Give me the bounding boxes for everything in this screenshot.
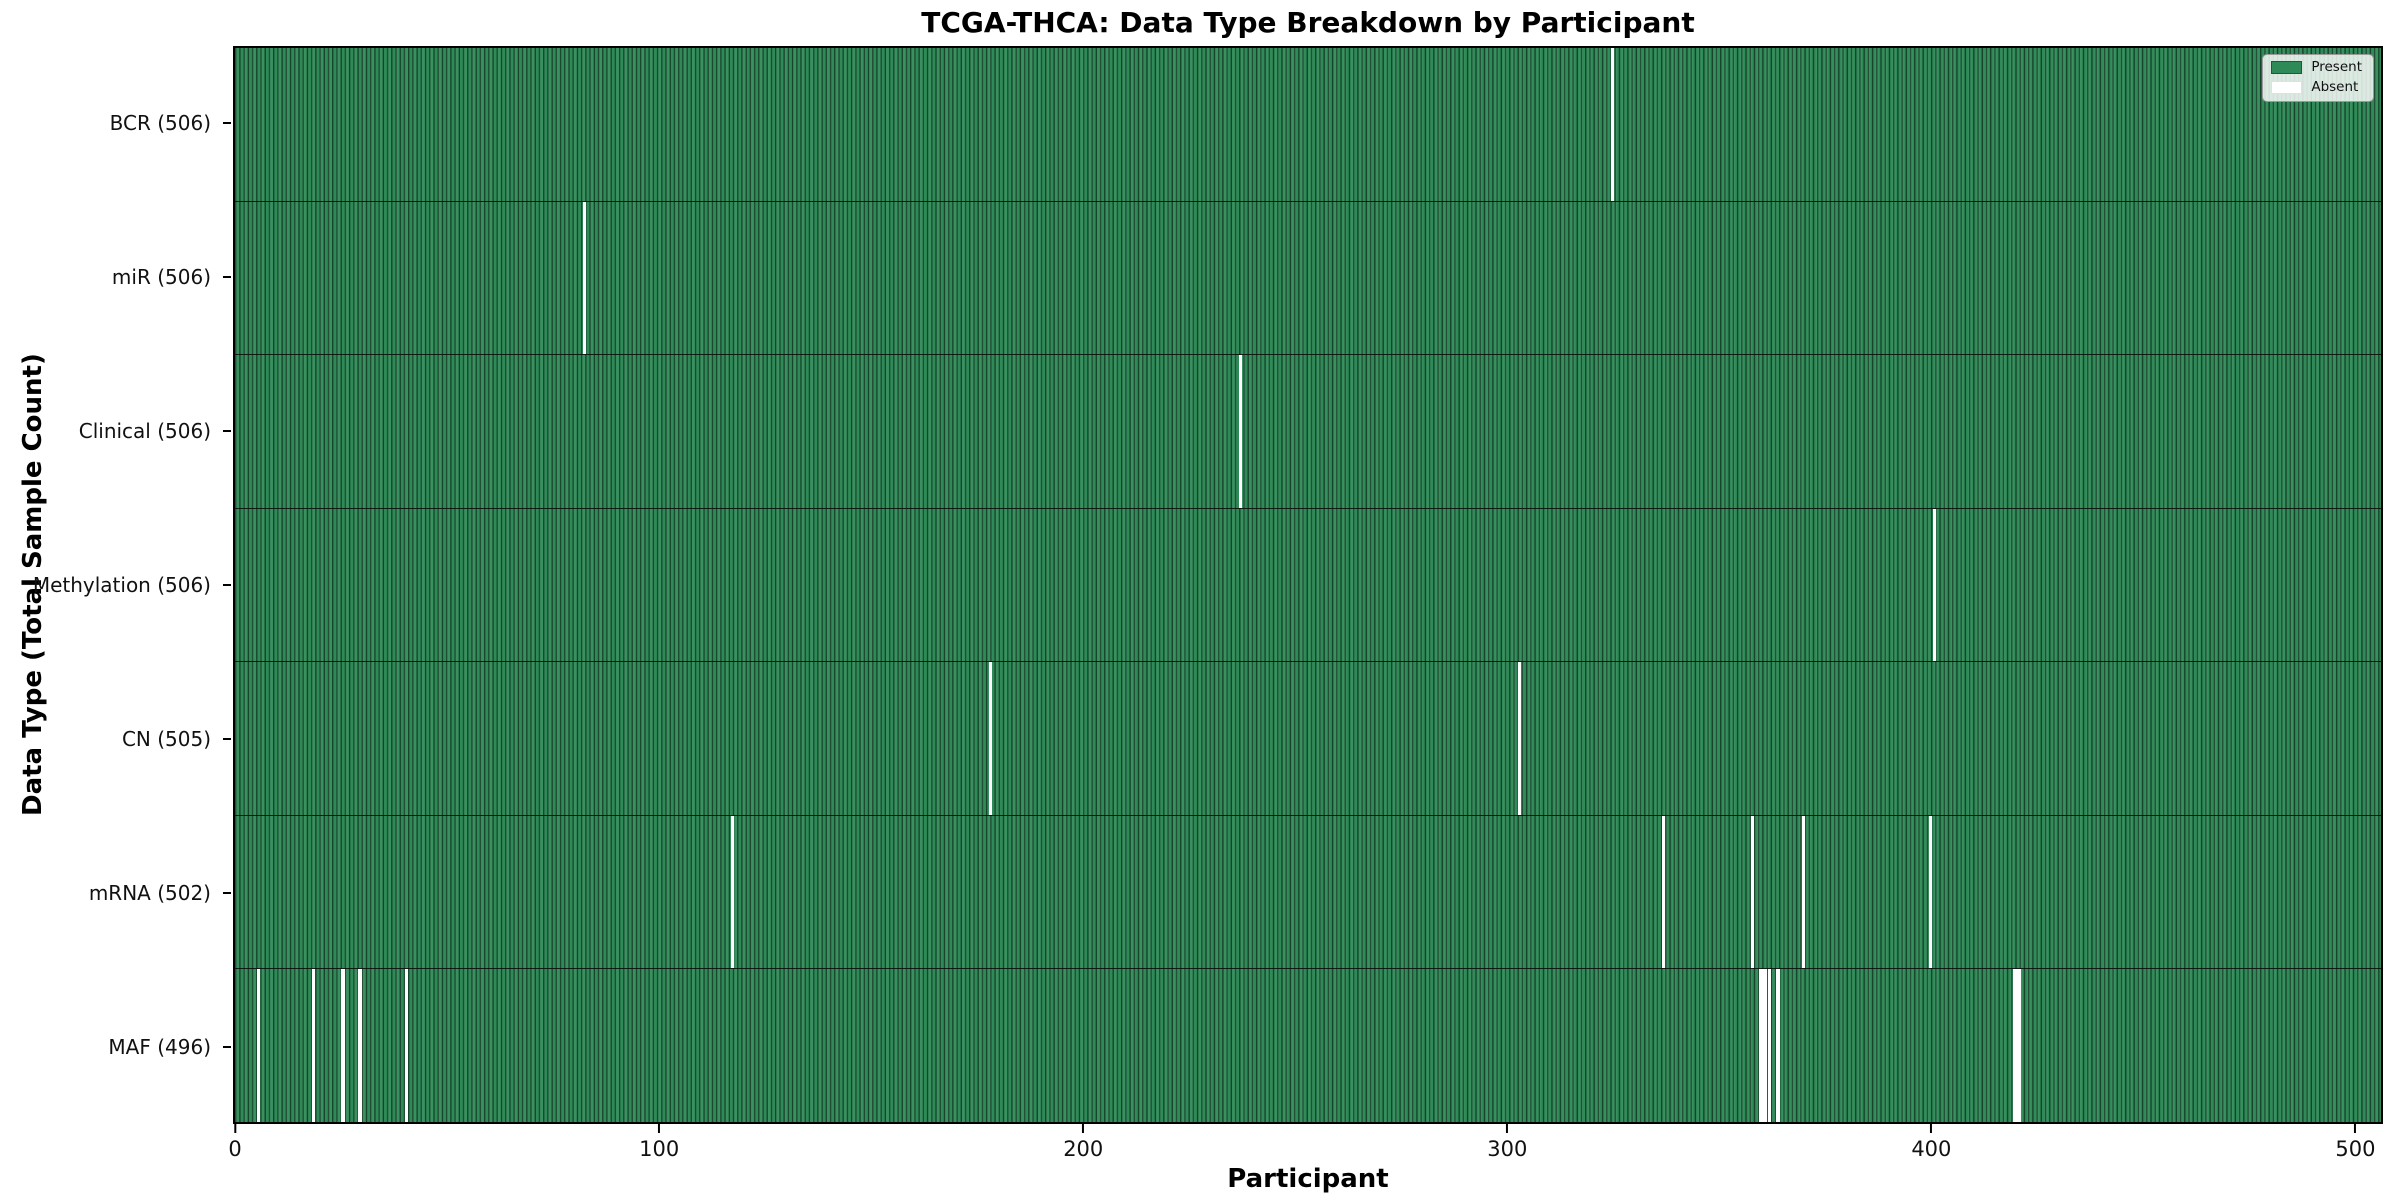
row-maf (235, 968, 2381, 1123)
x-tick-mark (234, 1124, 237, 1133)
y-tick-mark (223, 276, 231, 278)
absent-stripe (582, 201, 586, 355)
row-methylation (235, 507, 2381, 662)
row-mrna (235, 814, 2381, 969)
row-bcr (235, 48, 2381, 201)
legend: Present Absent (2262, 54, 2374, 102)
absent-stripe (311, 969, 315, 1123)
y-tick-mark (223, 1045, 231, 1048)
absent-stripe (1767, 969, 1772, 1123)
absent-stripe (256, 969, 260, 1123)
x-tick-label: 200 (1063, 1137, 1104, 1161)
absent-stripe (404, 969, 409, 1123)
x-tick-label: 0 (228, 1137, 242, 1161)
x-tick-mark (658, 1124, 661, 1133)
absent-stripe (730, 815, 735, 969)
absent-stripe (1801, 815, 1805, 969)
x-axis-label: Participant (1227, 1164, 1389, 1194)
y-tick-label-bcr: BCR (506) (109, 111, 211, 135)
x-tick-label: 400 (1911, 1137, 1952, 1161)
legend-entry-present: Present (2271, 59, 2362, 75)
y-axis-ticks: BCR (506) miR (506) Clinical (506) Methylat… (0, 46, 233, 1124)
y-tick-label-clinical: Clinical (506) (78, 419, 211, 443)
x-tick-200: 200 (1063, 1124, 1103, 1161)
x-tick-500: 500 (2335, 1124, 2375, 1161)
absent-stripe (1611, 48, 1615, 201)
y-tick-label-mir: miR (506) (111, 265, 211, 289)
absent-stripe (1750, 815, 1755, 969)
y-tick-mark (223, 122, 231, 124)
row-mir (235, 200, 2381, 355)
x-tick-mark (2354, 1124, 2357, 1133)
legend-present-swatch (2271, 61, 2303, 75)
x-tick-300: 300 (1487, 1124, 1527, 1161)
x-tick-mark (1930, 1124, 1933, 1133)
absent-stripe (1238, 355, 1242, 508)
y-tick-mark (223, 430, 231, 432)
y-tick-label-cn: CN (505) (121, 726, 211, 751)
y-tick-mark (223, 891, 231, 894)
legend-absent-label: Absent (2311, 78, 2359, 95)
legend-entry-absent: Absent (2271, 78, 2362, 95)
absent-stripe (2013, 969, 2017, 1123)
y-tick-label-mrna: mRNA (502) (88, 880, 211, 905)
x-axis-ticks: 0 100 200 300 400 500 (228, 1124, 2383, 1170)
legend-present-label: Present (2311, 59, 2362, 75)
x-tick-label: 100 (639, 1137, 680, 1161)
absent-stripe (988, 662, 993, 815)
legend-absent-swatch (2271, 80, 2303, 94)
x-tick-100: 100 (639, 1124, 679, 1161)
x-tick-label: 300 (1487, 1137, 1528, 1161)
y-tick-mark (223, 584, 231, 586)
absent-stripe (1517, 662, 1522, 815)
x-tick-label: 500 (2335, 1137, 2376, 1161)
row-clinical (235, 354, 2381, 508)
x-tick-mark (1082, 1124, 1085, 1133)
absent-stripe (1763, 969, 1767, 1123)
y-tick-label-methylation: Methylation (506) (32, 573, 211, 597)
absent-stripe (1932, 508, 1937, 662)
absent-stripe (1759, 969, 1763, 1123)
row-cn (235, 661, 2381, 815)
x-tick-mark (1506, 1124, 1509, 1133)
absent-stripe (1776, 969, 1780, 1123)
absent-stripe (358, 969, 362, 1123)
chart-title: TCGA-THCA: Data Type Breakdown by Partic… (921, 6, 1695, 39)
absent-stripe (1928, 815, 1932, 969)
absent-stripe (1661, 815, 1666, 969)
x-tick-0: 0 (228, 1124, 242, 1161)
x-tick-400: 400 (1911, 1124, 1951, 1161)
absent-stripe (2017, 969, 2021, 1123)
y-tick-mark (223, 737, 231, 740)
absent-stripe (341, 969, 345, 1123)
y-tick-label-maf: MAF (496) (108, 1034, 211, 1059)
plot-area: Present Absent (233, 46, 2383, 1124)
